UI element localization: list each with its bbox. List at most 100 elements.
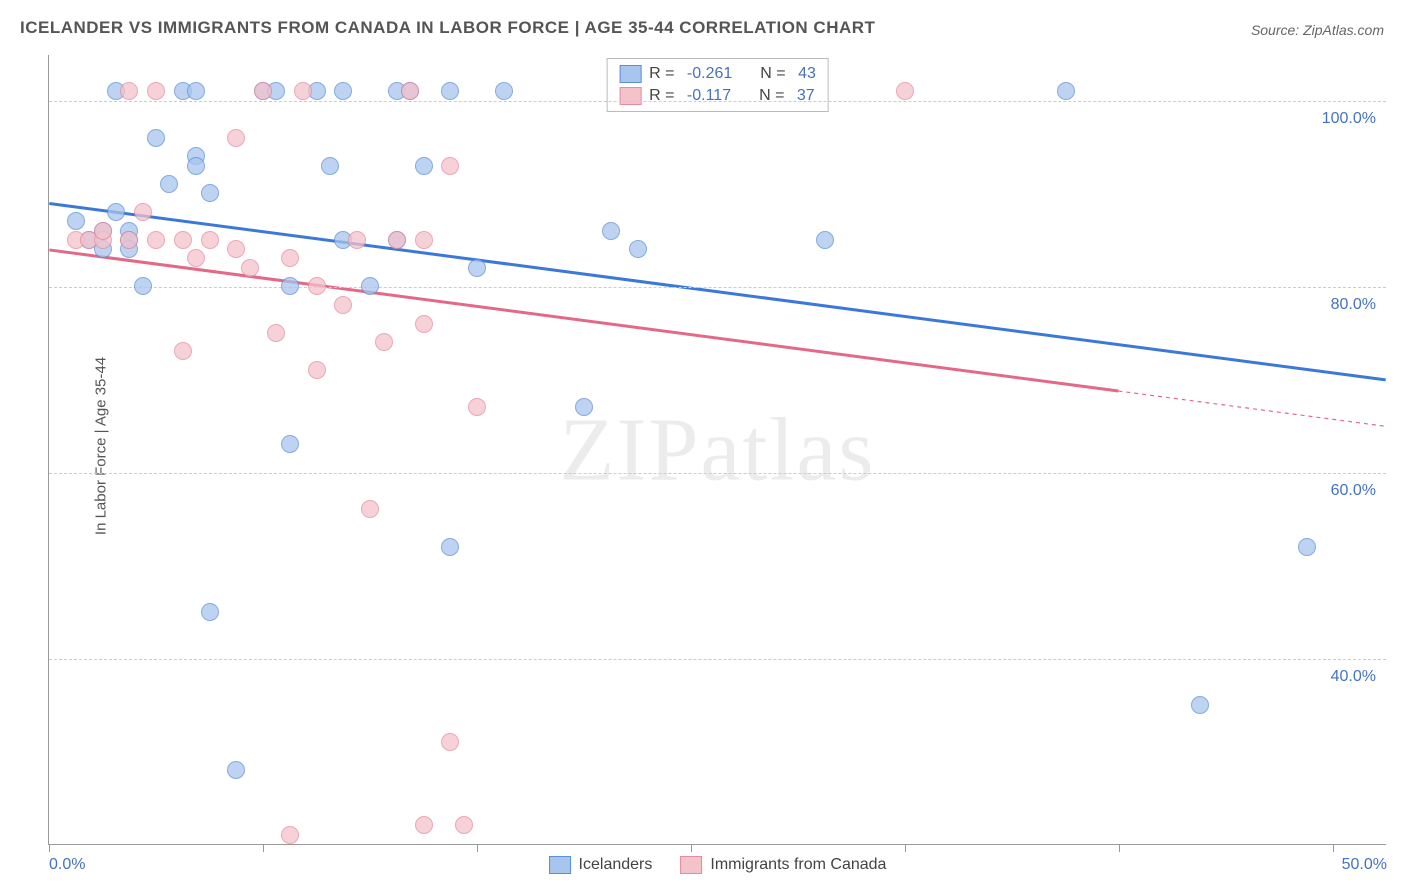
plot-area: ZIPatlas R = -0.261 N = 43 R = -0.117N = 3… [48, 55, 1386, 845]
x-tick [1333, 844, 1334, 852]
data-point [187, 82, 205, 100]
data-point [147, 129, 165, 147]
y-tick-label: 40.0% [1331, 668, 1376, 686]
stat-n-label: N = [760, 65, 785, 83]
data-point [227, 129, 245, 147]
data-point [334, 296, 352, 314]
data-point [174, 231, 192, 249]
data-point [281, 277, 299, 295]
regression-lines [49, 55, 1386, 844]
legend-item: Icelanders [549, 856, 653, 874]
data-point [441, 538, 459, 556]
legend-stat-row: R = -0.117N = 37 [619, 85, 816, 107]
data-point [294, 82, 312, 100]
data-point [415, 231, 433, 249]
data-point [281, 249, 299, 267]
data-point [321, 157, 339, 175]
legend-stat-row: R = -0.261 N = 43 [619, 63, 816, 85]
data-point [575, 398, 593, 416]
gridline [49, 287, 1386, 288]
stat-n-value: 43 [794, 65, 816, 83]
data-point [361, 500, 379, 518]
data-point [281, 435, 299, 453]
data-point [147, 231, 165, 249]
data-point [187, 157, 205, 175]
data-point [134, 277, 152, 295]
data-point [134, 203, 152, 221]
data-point [896, 82, 914, 100]
data-point [1298, 538, 1316, 556]
gridline [49, 473, 1386, 474]
data-point [602, 222, 620, 240]
x-tick-label: 50.0% [1342, 856, 1387, 874]
regression-line [49, 250, 1118, 391]
data-point [629, 240, 647, 258]
series-legend: Icelanders Immigrants from Canada [541, 856, 895, 874]
legend-label: Immigrants from Canada [710, 856, 886, 874]
data-point [334, 82, 352, 100]
data-point [441, 733, 459, 751]
watermark: ZIPatlas [560, 398, 876, 501]
data-point [201, 184, 219, 202]
data-point [361, 277, 379, 295]
data-point [120, 82, 138, 100]
x-tick-label: 0.0% [49, 856, 85, 874]
correlation-legend: R = -0.261 N = 43 R = -0.117N = 37 [606, 58, 829, 112]
x-tick [263, 844, 264, 852]
data-point [254, 82, 272, 100]
data-point [375, 333, 393, 351]
regression-line [49, 204, 1385, 380]
data-point [415, 315, 433, 333]
data-point [201, 603, 219, 621]
gridline [49, 659, 1386, 660]
data-point [415, 816, 433, 834]
data-point [441, 157, 459, 175]
chart-title: ICELANDER VS IMMIGRANTS FROM CANADA IN L… [20, 18, 875, 38]
regression-line-extrapolated [1118, 391, 1385, 426]
data-point [415, 157, 433, 175]
data-point [201, 231, 219, 249]
data-point [147, 82, 165, 100]
data-point [468, 398, 486, 416]
x-tick [691, 844, 692, 852]
stat-r-label: R = [649, 65, 674, 83]
data-point [816, 231, 834, 249]
data-point [227, 761, 245, 779]
data-point [1057, 82, 1075, 100]
data-point [281, 826, 299, 844]
legend-item: Immigrants from Canada [680, 856, 886, 874]
legend-swatch [549, 856, 571, 874]
data-point [67, 212, 85, 230]
data-point [401, 82, 419, 100]
gridline [49, 101, 1386, 102]
data-point [227, 240, 245, 258]
data-point [107, 203, 125, 221]
data-point [1191, 696, 1209, 714]
x-tick [49, 844, 50, 852]
legend-swatch [619, 65, 641, 83]
data-point [174, 342, 192, 360]
data-point [120, 231, 138, 249]
data-point [160, 175, 178, 193]
data-point [241, 259, 259, 277]
data-point [267, 324, 285, 342]
x-tick [905, 844, 906, 852]
data-point [455, 816, 473, 834]
y-tick-label: 80.0% [1331, 296, 1376, 314]
y-tick-label: 60.0% [1331, 482, 1376, 500]
data-point [308, 361, 326, 379]
data-point [187, 249, 205, 267]
data-point [468, 259, 486, 277]
x-tick [1119, 844, 1120, 852]
data-point [388, 231, 406, 249]
y-tick-label: 100.0% [1322, 110, 1376, 128]
x-tick [477, 844, 478, 852]
legend-swatch [680, 856, 702, 874]
data-point [441, 82, 459, 100]
data-point [348, 231, 366, 249]
stat-r-value: -0.261 [682, 65, 732, 83]
legend-label: Icelanders [579, 856, 653, 874]
data-point [94, 222, 112, 240]
data-point [495, 82, 513, 100]
data-point [308, 277, 326, 295]
